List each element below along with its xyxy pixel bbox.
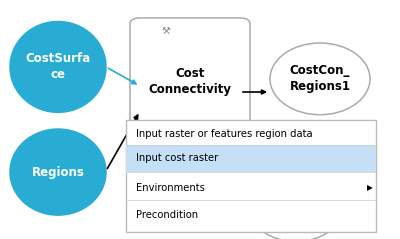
Text: Regions: Regions xyxy=(32,166,84,179)
FancyBboxPatch shape xyxy=(126,145,376,172)
Text: Input raster or features region data: Input raster or features region data xyxy=(136,129,313,139)
Text: ▶: ▶ xyxy=(367,183,373,192)
Text: CostSurfa
ce: CostSurfa ce xyxy=(25,52,91,81)
FancyBboxPatch shape xyxy=(126,120,376,232)
Ellipse shape xyxy=(10,129,106,215)
Ellipse shape xyxy=(10,22,106,112)
Ellipse shape xyxy=(252,184,340,239)
Text: CostCon_
Regions1: CostCon_ Regions1 xyxy=(290,64,350,93)
Text: ⚒: ⚒ xyxy=(162,26,170,36)
Text: Environments: Environments xyxy=(136,183,205,193)
Text: Input cost raster: Input cost raster xyxy=(136,153,218,163)
Text: Precondition: Precondition xyxy=(136,210,198,220)
FancyBboxPatch shape xyxy=(130,18,250,125)
Text: Output
feature: Output feature xyxy=(272,198,320,227)
Text: Cost
Connectivity: Cost Connectivity xyxy=(148,66,232,96)
Ellipse shape xyxy=(270,43,370,115)
